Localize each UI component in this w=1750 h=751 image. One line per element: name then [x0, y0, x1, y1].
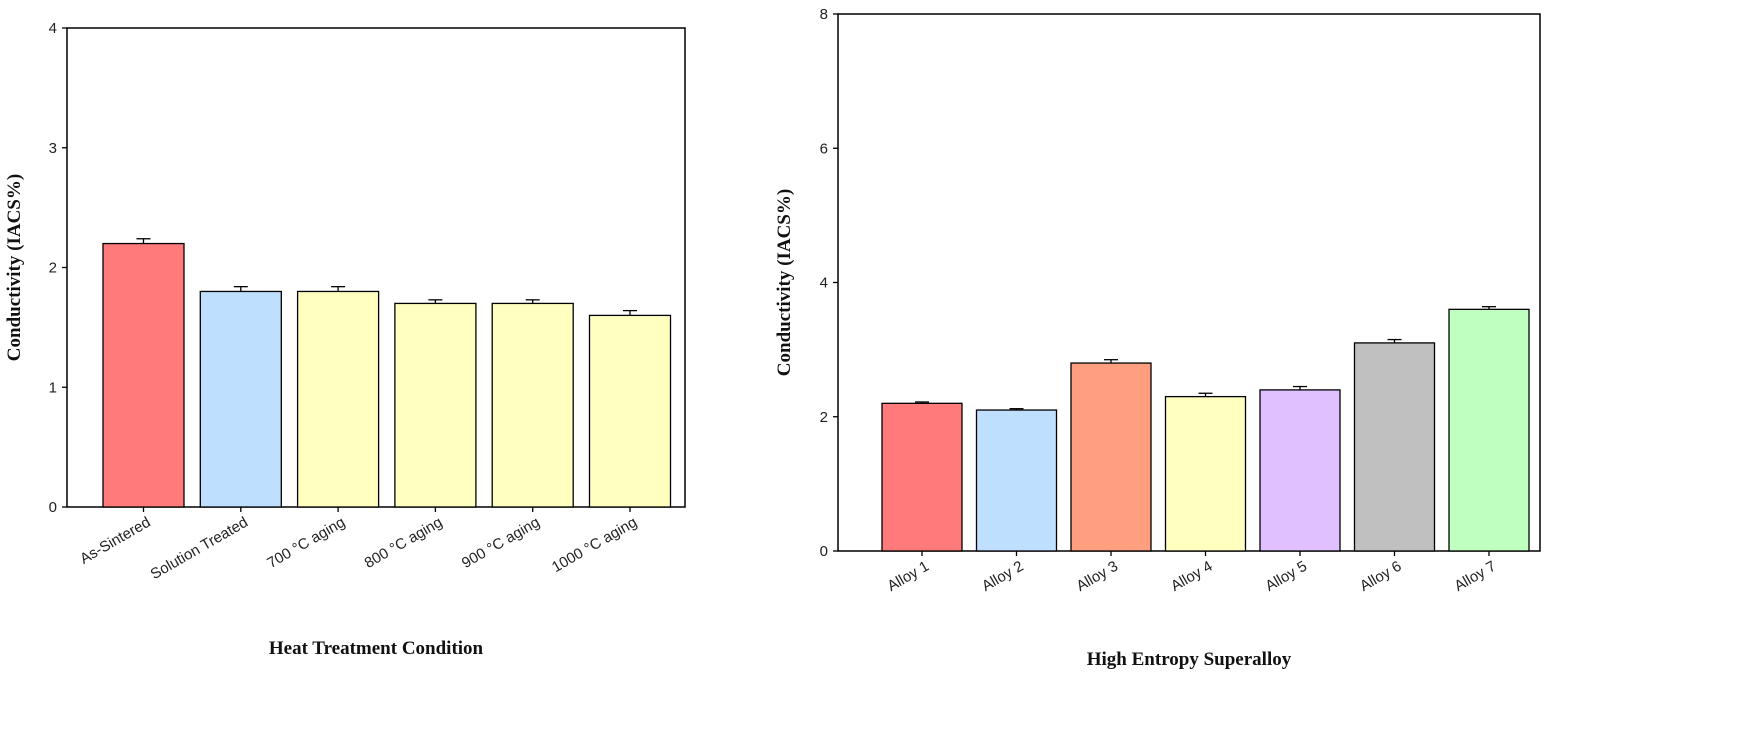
left-category-label: 700 °C aging	[264, 514, 348, 572]
left-ytick-label: 2	[49, 260, 57, 277]
right-category-label: Alloy 1	[885, 558, 932, 595]
left-bar	[199, 290, 282, 508]
right-category-label: Alloy 2	[979, 558, 1026, 595]
left-bar	[394, 302, 477, 508]
right-category-label: Alloy 4	[1168, 558, 1215, 595]
right-category-label: Alloy 3	[1074, 558, 1121, 595]
right-category-label: Alloy 5	[1263, 558, 1310, 595]
right-bar	[1448, 308, 1530, 552]
right-ytick-label: 8	[820, 6, 828, 23]
right-category-label: Alloy 7	[1452, 558, 1499, 595]
left-bar	[588, 314, 672, 508]
right-bar	[1259, 389, 1341, 552]
right-bar	[1353, 342, 1436, 552]
left-category-label: 1000 °C aging	[549, 514, 640, 576]
left-bar	[102, 242, 185, 508]
right-ylabel: Conductivity (IACS%)	[774, 189, 795, 376]
left-ytick-label: 3	[49, 140, 57, 157]
chart-high-entropy-superalloy: 0 2 4 6 8 Alloy 1 Alloy 2 Alloy 3 Alloy 4 Alloy 5…	[774, 6, 1541, 670]
left-ytick-label: 4	[49, 20, 57, 37]
left-category-label: 800 °C aging	[362, 514, 446, 572]
right-ytick-label: 6	[820, 140, 828, 157]
right-bar	[1070, 362, 1152, 552]
right-xlabel: High Entropy Superalloy	[1087, 649, 1292, 670]
left-bar	[296, 290, 380, 508]
right-ytick-label: 2	[820, 409, 828, 426]
right-bar	[881, 402, 963, 552]
left-xlabel: Heat Treatment Condition	[269, 638, 484, 659]
left-ylabel: Conductivity (IACS%)	[4, 174, 25, 361]
left-category-label: As-Sintered	[77, 514, 153, 568]
right-ytick-label: 0	[820, 543, 828, 560]
left-ytick-label: 1	[49, 379, 57, 396]
right-category-label: Alloy 6	[1357, 558, 1404, 595]
left-category-label: 900 °C aging	[459, 514, 543, 572]
right-bar	[1164, 395, 1247, 552]
left-category-label: Solution Treated	[148, 514, 251, 583]
right-bar	[975, 409, 1058, 552]
left-bar	[491, 302, 574, 508]
left-ytick-label: 0	[49, 499, 57, 516]
right-ytick-label: 4	[820, 275, 828, 292]
